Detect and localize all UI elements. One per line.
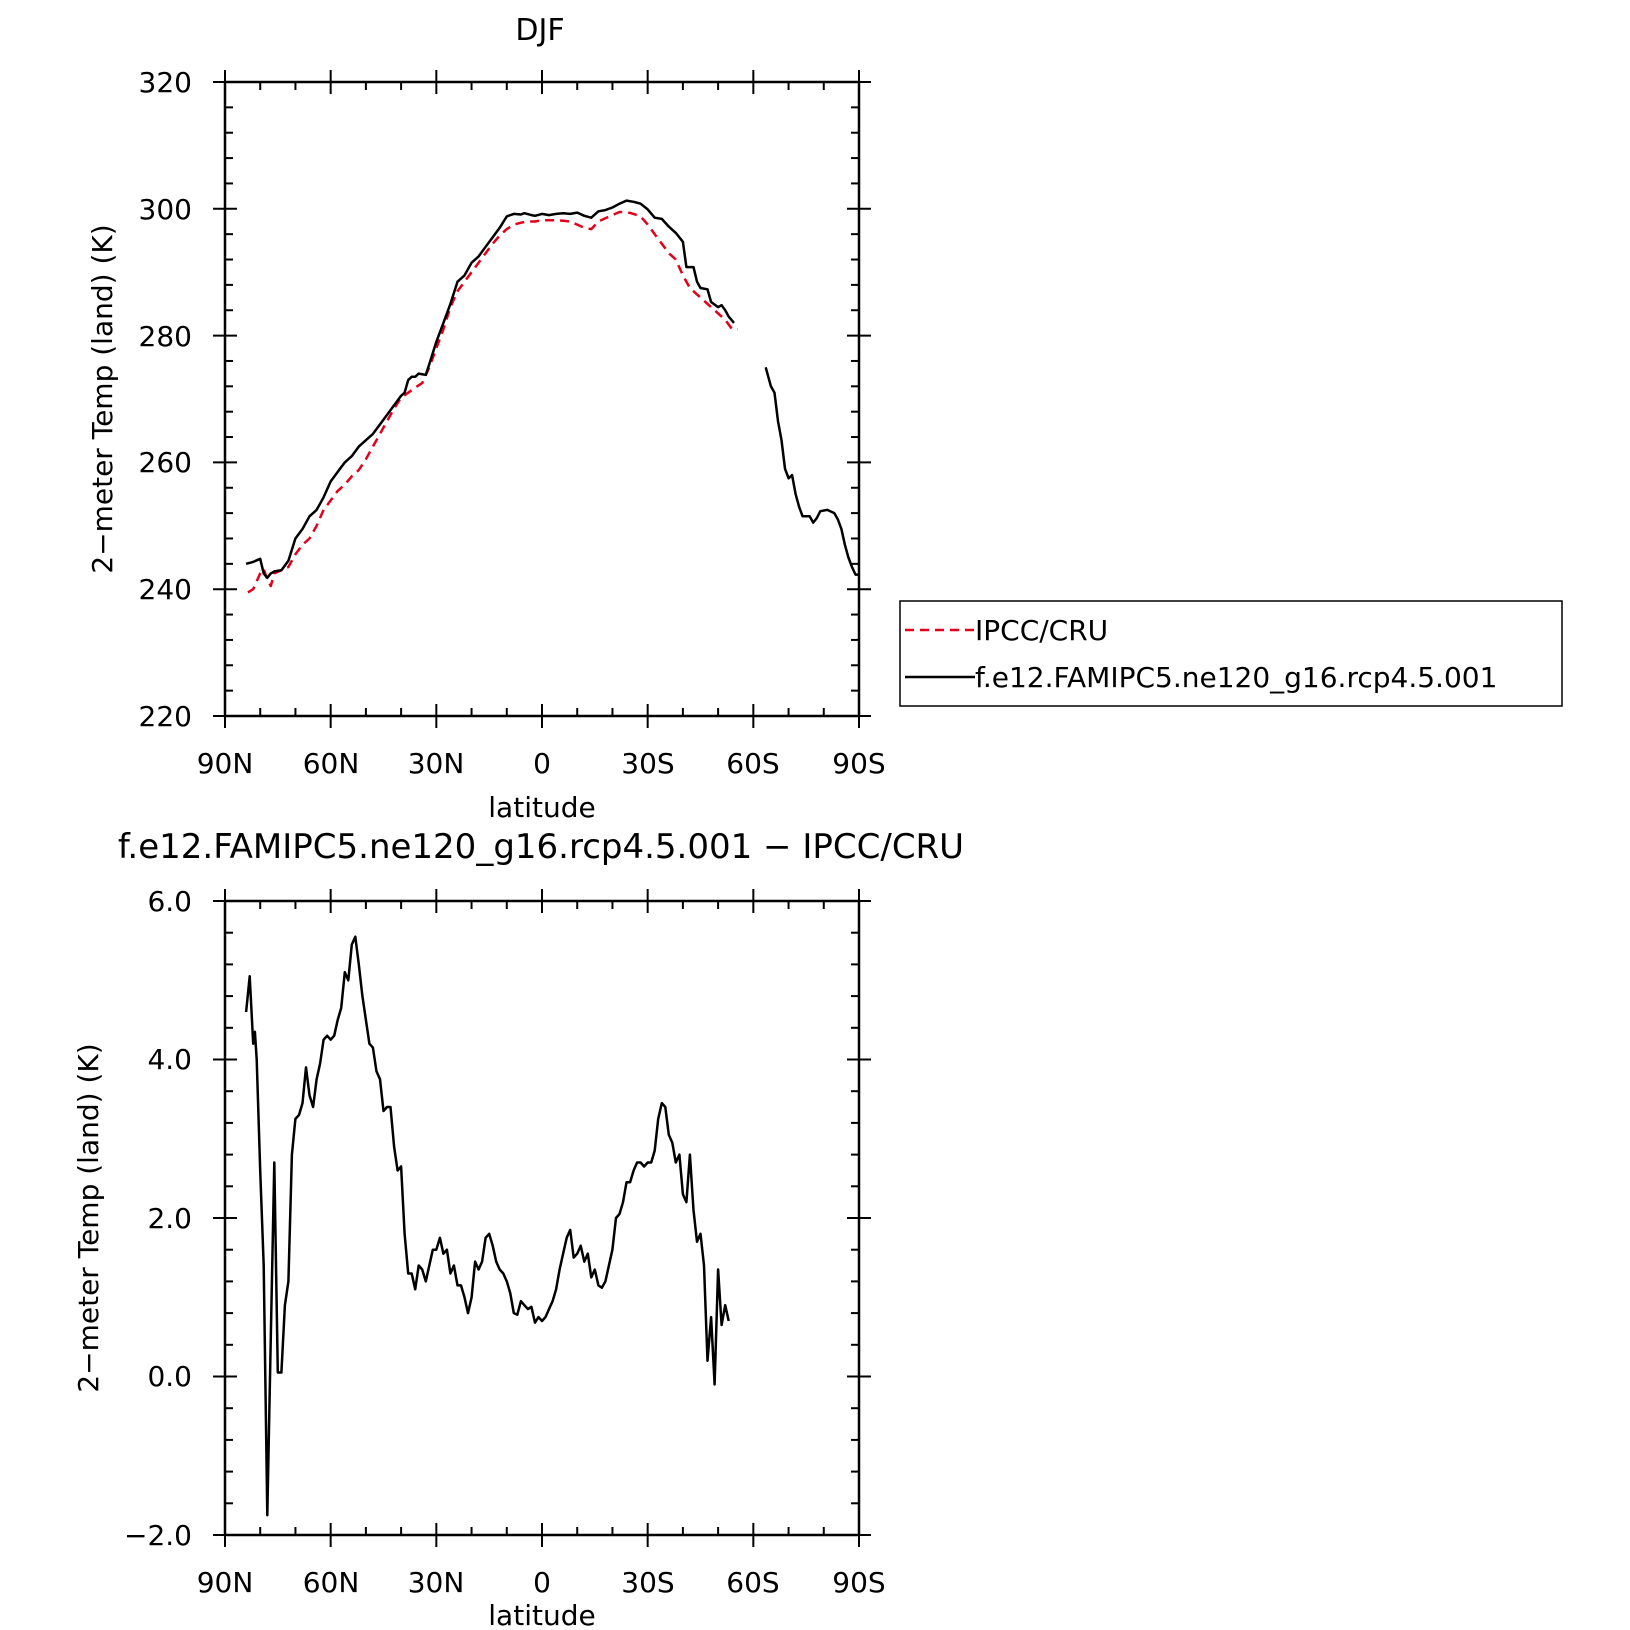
y-tick-label: 6.0	[147, 885, 192, 918]
bottom-chart-title: f.e12.FAMIPC5.ne120_g16.rcp4.5.001 − IPC…	[118, 827, 964, 867]
x-tick-label: 60N	[303, 747, 360, 780]
top-panel: DJF 220 240 260 280 300 320 90N 60N 30N …	[86, 13, 1563, 824]
y-tick-label: 280	[139, 320, 192, 353]
top-series-line-1-segment-1	[764, 366, 859, 576]
top-series-layer	[245, 199, 859, 594]
x-tick-label: 90S	[832, 1566, 885, 1599]
x-tick-label: 30N	[408, 747, 465, 780]
x-tick-label: 90N	[197, 1566, 254, 1599]
x-tick-label: 90S	[832, 747, 885, 780]
bottom-x-axis-label: latitude	[488, 1599, 595, 1630]
y-tick-label: 2.0	[147, 1202, 192, 1235]
y-tick-label: 220	[139, 700, 192, 733]
top-ticks-layer	[213, 70, 871, 728]
top-series-line-1-segment-0	[245, 199, 735, 580]
y-tick-label: 4.0	[147, 1043, 192, 1076]
x-tick-label: 30S	[621, 747, 674, 780]
y-tick-label: 300	[139, 193, 192, 226]
bottom-series-layer	[244, 935, 730, 1517]
bottom-ticks-layer	[213, 889, 871, 1547]
y-tick-label: 320	[139, 66, 192, 99]
top-y-tick-labels: 220 240 260 280 300 320	[139, 66, 192, 733]
legend: IPCC/CRU f.e12.FAMIPC5.ne120_g16.rcp4.5.…	[899, 600, 1563, 707]
y-tick-label: 0.0	[147, 1360, 192, 1393]
x-tick-label: 0	[533, 1566, 551, 1599]
bottom-panel: f.e12.FAMIPC5.ne120_g16.rcp4.5.001 − IPC…	[72, 827, 964, 1630]
x-tick-label: 60S	[726, 747, 779, 780]
x-tick-label: 60S	[726, 1566, 779, 1599]
bottom-y-tick-labels: −2.0 0.0 2.0 4.0 6.0	[124, 885, 192, 1552]
x-tick-label: 30S	[621, 1566, 674, 1599]
x-tick-label: 0	[533, 747, 551, 780]
legend-label-ipcc-cru: IPCC/CRU	[975, 614, 1108, 647]
x-tick-label: 30N	[408, 1566, 465, 1599]
bottom-plot-frame	[223, 899, 861, 1537]
y-tick-label: 260	[139, 446, 192, 479]
y-tick-label: −2.0	[124, 1519, 192, 1552]
top-series-line-0-segment-0	[247, 210, 738, 594]
top-y-axis-label: 2−meter Temp (land) (K)	[86, 224, 119, 573]
legend-label-model: f.e12.FAMIPC5.ne120_g16.rcp4.5.001	[975, 661, 1497, 694]
top-x-axis-label: latitude	[488, 791, 595, 824]
x-tick-label: 60N	[303, 1566, 360, 1599]
bottom-y-axis-label: 2−meter Temp (land) (K)	[72, 1043, 105, 1392]
top-plot-frame	[223, 80, 861, 718]
bottom-series-line-0-segment-0	[244, 935, 730, 1517]
y-tick-label: 240	[139, 573, 192, 606]
bottom-x-tick-labels: 90N 60N 30N 0 30S 60S 90S	[197, 1566, 886, 1599]
top-x-tick-labels: 90N 60N 30N 0 30S 60S 90S	[197, 747, 886, 780]
x-tick-label: 90N	[197, 747, 254, 780]
legend-box	[899, 600, 1563, 707]
top-chart-title: DJF	[515, 13, 564, 48]
